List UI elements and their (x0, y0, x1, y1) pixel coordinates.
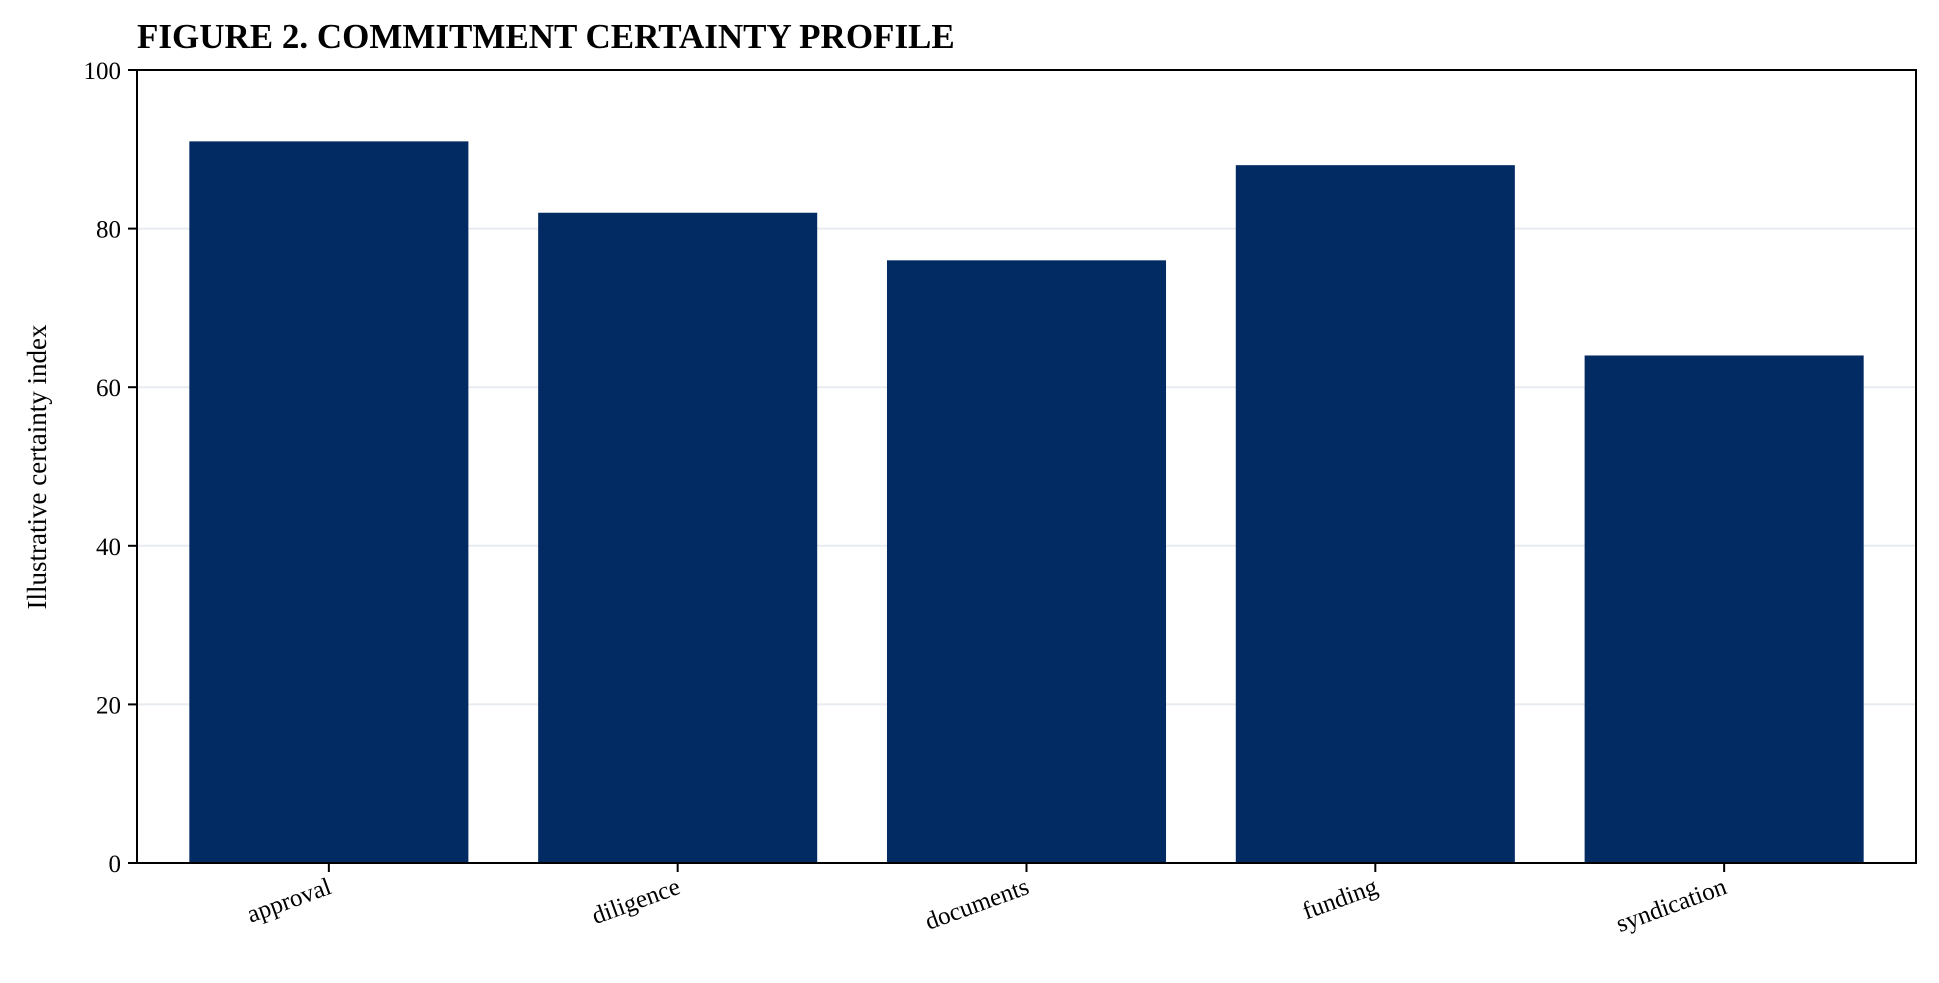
y-tick-label: 20 (96, 692, 121, 719)
y-tick-label: 40 (96, 534, 121, 561)
y-tick-label: 60 (96, 375, 121, 402)
x-tick-label-approval: approval (243, 873, 334, 928)
x-axis: approval diligence documents funding syndica… (243, 863, 1731, 938)
bar-approval (189, 141, 469, 863)
bars (189, 141, 1864, 864)
bar-documents (886, 260, 1167, 863)
y-tick-label: 0 (109, 851, 122, 878)
x-tick-label-documents: documents (922, 873, 1033, 935)
y-tick-label: 80 (96, 217, 121, 244)
chart-title: FIGURE 2. COMMITMENT CERTAINTY PROFILE (137, 17, 955, 56)
bar-syndication (1584, 355, 1864, 863)
bar-funding (1235, 165, 1515, 863)
y-axis-label: Illustrative certainty index (22, 324, 52, 609)
x-tick-label-funding: funding (1299, 873, 1382, 925)
x-tick-label-syndication: syndication (1613, 873, 1731, 938)
bar-diligence (538, 212, 818, 864)
x-tick-label-diligence: diligence (588, 873, 683, 930)
y-tick-label: 100 (84, 58, 122, 85)
y-axis: 0 20 40 60 80 100 (84, 58, 137, 878)
